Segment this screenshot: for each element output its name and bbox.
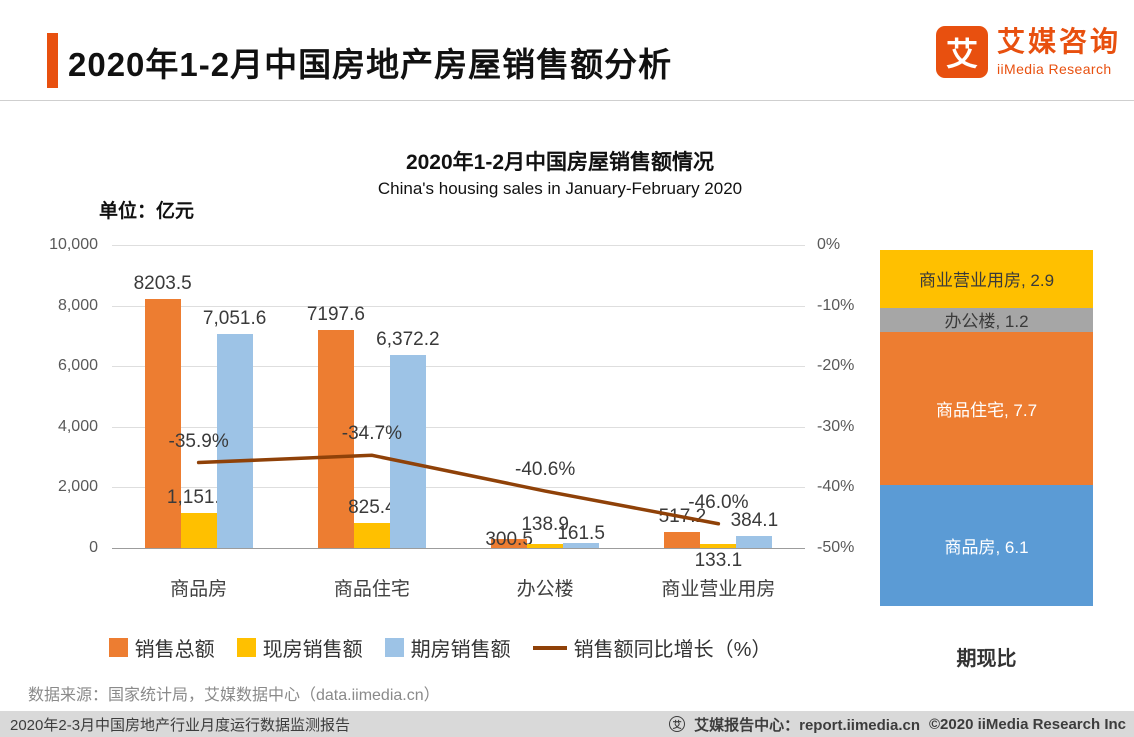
growth-value-label: -34.7% <box>341 423 402 445</box>
bar-segment <box>527 543 564 548</box>
legend-label: 销售总额 <box>134 639 215 661</box>
x-axis-line <box>112 548 805 549</box>
gridline <box>112 426 805 428</box>
footer-report-title: 2020年2-3月中国房地产行业月度运行数据监测报告 <box>10 716 351 734</box>
y-axis-left-tick: 2,000 <box>57 478 98 496</box>
stacked-segment: 商品住宅, 7.7 <box>880 331 1093 485</box>
unit-label: 单位：亿元 <box>99 201 195 222</box>
legend-label: 期房销售额 <box>410 639 511 661</box>
category-label: 办公楼 <box>516 579 574 600</box>
chart-title-block: 2020年1-2月中国房屋销售额情况 China's housing sales… <box>250 146 870 199</box>
category-label: 商业营业用房 <box>661 579 776 600</box>
bar-value-label: 133.1 <box>694 549 743 571</box>
legend-item: 期房销售额 <box>384 633 511 662</box>
ratio-stacked-bar-chart: 商业营业用房, 2.9 办公楼, 1.2 商品住宅, 7.7 商品房, 6.1 <box>880 250 1093 606</box>
chart-legend: 销售总额 现房销售额 期房销售额 销售额同比增长（%） <box>60 633 820 662</box>
bar-segment <box>736 536 773 548</box>
legend-item: 销售额同比增长（%） <box>532 633 772 662</box>
y-axis-right-tick: -10% <box>817 296 855 314</box>
bar-segment <box>664 532 701 548</box>
brand-name: 艾媒咨询 <box>997 26 1122 57</box>
bar-segment <box>317 329 354 548</box>
category-label: 商品住宅 <box>333 579 410 600</box>
legend-item: 销售总额 <box>108 633 215 662</box>
bar-value-label: 7197.6 <box>306 303 365 325</box>
data-source-note: 数据来源：国家统计局，艾媒数据中心（data.iimedia.cn） <box>28 687 440 704</box>
category-label: 商品房 <box>170 579 228 600</box>
legend-swatch-icon <box>108 638 128 657</box>
brand-logo-glyph: 艾 <box>945 36 978 72</box>
legend-swatch-icon <box>532 645 567 650</box>
bar-value-label: 384.1 <box>730 510 779 532</box>
legend-swatch-icon <box>236 638 256 657</box>
footer-icon-glyph: 艾 <box>672 719 682 730</box>
footer-copyright: ©2020 iiMedia Research Inc <box>929 715 1126 733</box>
brand-subtitle: iiMedia Research <box>997 60 1112 77</box>
bar-value-label: 7,051.6 <box>202 308 267 330</box>
bar-segment <box>700 543 737 548</box>
legend-item: 现房销售额 <box>236 633 363 662</box>
legend-swatch-icon <box>384 638 404 657</box>
stacked-segment: 商品房, 6.1 <box>880 484 1093 606</box>
bar-value-label: 8203.5 <box>133 273 192 295</box>
growth-line <box>196 453 721 526</box>
bar-value-label: 1,151.8 <box>166 487 231 509</box>
gridline <box>112 305 805 307</box>
gridline <box>112 245 805 246</box>
y-axis-left-tick: 4,000 <box>57 417 98 435</box>
y-axis-left-tick: 0 <box>89 539 98 556</box>
footer-bar: 2020年2-3月中国房地产行业月度运行数据监测报告 艾 艾媒报告中心：repo… <box>0 711 1134 737</box>
stacked-segment: 商业营业用房, 2.9 <box>880 250 1093 308</box>
brand-logo: 艾 艾媒咨询 iiMedia Research <box>936 26 1121 78</box>
legend-label: 现房销售额 <box>262 639 363 661</box>
y-axis-left-tick: 8,000 <box>57 296 98 314</box>
y-axis-right-tick: -30% <box>817 417 855 435</box>
bar-segment <box>144 299 181 548</box>
chart-title: 2020年1-2月中国房屋销售额情况 <box>405 151 715 174</box>
y-axis-right-tick: -20% <box>817 357 855 375</box>
y-axis-right-tick: 0% <box>817 236 841 253</box>
growth-value-label: -40.6% <box>515 459 576 481</box>
growth-value-label: -35.9% <box>168 430 229 452</box>
chart-subtitle: China's housing sales in January-Februar… <box>377 179 743 198</box>
brand-logo-icon: 艾 <box>936 26 988 78</box>
iimedia-mini-logo-icon: 艾 <box>669 716 686 732</box>
footer-meta: 艾 艾媒报告中心：report.iimedia.cn ©2020 iiMedia… <box>669 714 1126 735</box>
bar-value-label: 6,372.2 <box>376 328 440 350</box>
bar-segment <box>389 354 426 548</box>
bar-segment <box>216 334 253 548</box>
ratio-chart-title: 期现比 <box>956 648 1017 670</box>
y-axis-left-tick: 10,000 <box>49 236 98 253</box>
bar-value-label: 161.5 <box>557 523 605 545</box>
bar-segment <box>563 543 600 548</box>
page-title: 2020年1-2月中国房地产房屋销售额分析 <box>68 46 673 83</box>
header-divider <box>0 100 1134 101</box>
y-axis-left-tick: 6,000 <box>57 357 98 375</box>
stacked-segment: 办公楼, 1.2 <box>880 307 1093 332</box>
legend-label: 销售额同比增长（%） <box>573 639 772 661</box>
growth-value-label: -46.0% <box>688 491 749 513</box>
bar-value-label: 138.9 <box>521 513 569 535</box>
gridline <box>112 366 805 368</box>
brand-logo-text: 艾媒咨询 iiMedia Research <box>997 26 1121 77</box>
bar-value-label: 825.4 <box>348 496 396 518</box>
bar-value-label: 300.5 <box>485 528 533 550</box>
bar-segment <box>180 513 217 548</box>
footer-report-center: 艾媒报告中心：report.iimedia.cn <box>694 716 920 734</box>
gridline <box>112 487 805 489</box>
y-axis-right-tick: -50% <box>817 539 855 556</box>
bar-segment <box>353 522 390 548</box>
title-accent-bar <box>47 33 58 88</box>
y-axis-right-tick: -40% <box>817 478 855 496</box>
bar-segment <box>491 538 528 548</box>
